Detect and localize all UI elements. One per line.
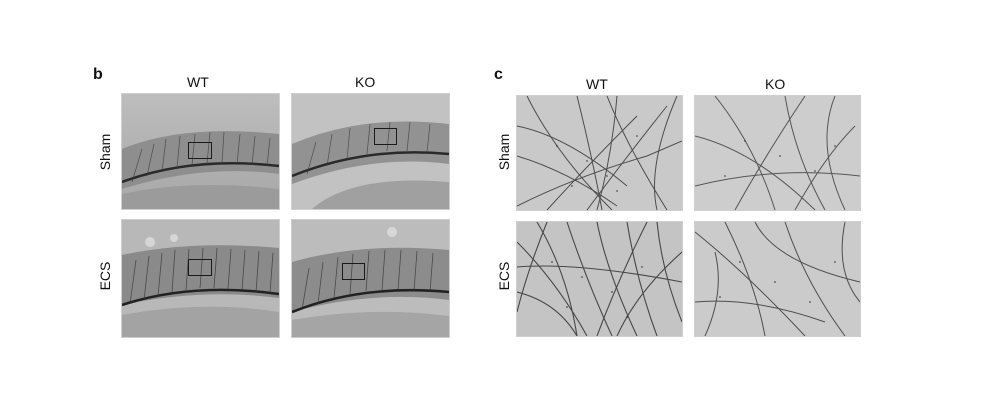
panel-c-image-ko-sham <box>694 95 861 211</box>
panel-c-column-label-wt: WT <box>586 76 608 92</box>
panel-b-image-wt-ecs <box>121 219 280 338</box>
panel-letter-c: c <box>494 66 503 83</box>
panel-c-row-label-ecs: ECS <box>496 261 512 291</box>
panel-c-image-ko-ecs <box>694 221 861 337</box>
panel-letter-b: b <box>93 66 103 83</box>
panel-b-column-label-ko: KO <box>355 74 376 90</box>
panel-c-column-label-ko: KO <box>765 76 786 92</box>
panel-b-column-label-wt: WT <box>187 74 209 90</box>
panel-c-row-label-sham: Sham <box>496 133 512 171</box>
panel-b-image-ko-ecs <box>291 219 450 338</box>
panel-b-row-label-ecs: ECS <box>97 261 113 291</box>
panel-b-roi-box-wt-sham <box>188 142 212 159</box>
panel-b-roi-box-ko-sham <box>374 128 397 145</box>
panel-b-roi-box-wt-ecs <box>188 259 212 276</box>
panel-b-image-ko-sham <box>291 93 450 210</box>
panel-b-roi-box-ko-ecs <box>342 263 365 280</box>
panel-c-image-wt-ecs <box>516 221 683 337</box>
panel-b-row-label-sham: Sham <box>97 133 113 171</box>
panel-c-image-wt-sham <box>516 95 683 211</box>
panel-b-image-wt-sham <box>121 93 280 210</box>
